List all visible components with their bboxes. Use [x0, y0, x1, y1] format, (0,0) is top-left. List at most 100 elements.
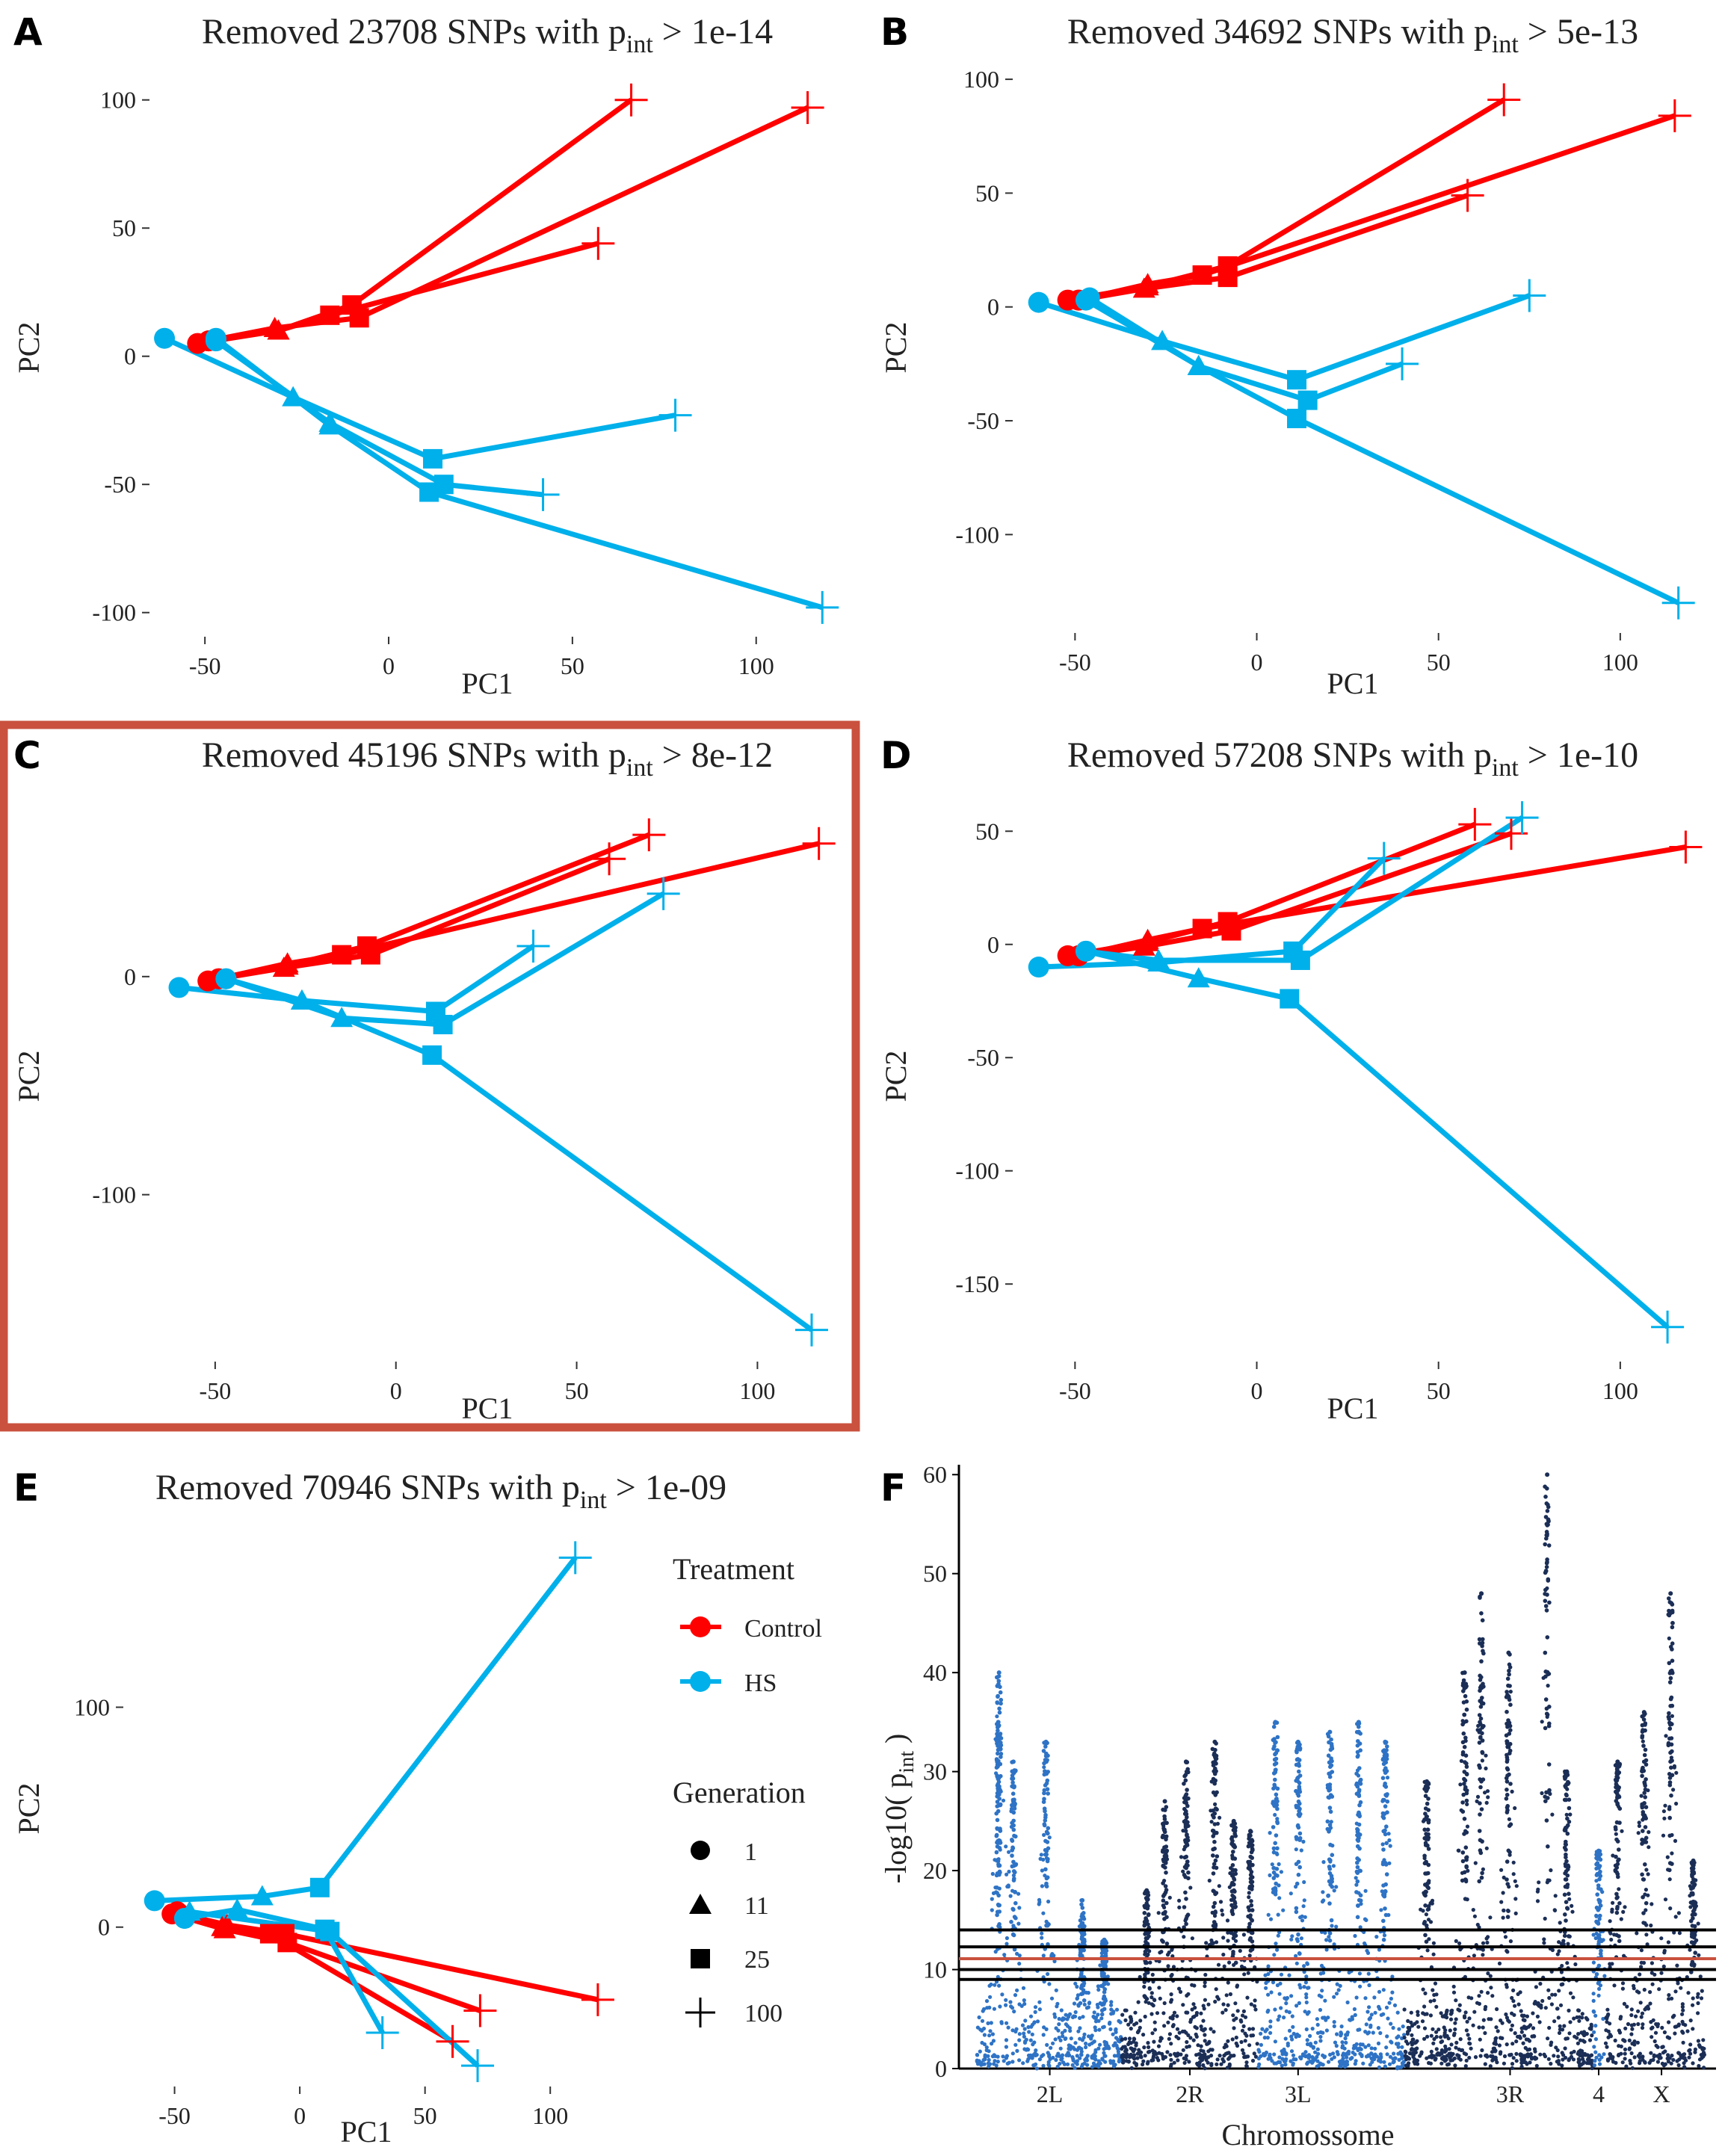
snp-point [1672, 1930, 1676, 1935]
snp-point [1042, 2025, 1046, 2030]
snp-point [1286, 2043, 1290, 2048]
snp-point [1304, 2000, 1309, 2005]
snp-point [1275, 1748, 1280, 1752]
snp-point [1510, 2011, 1514, 2016]
snp-point [1152, 2051, 1156, 2056]
snp-point [1318, 2039, 1323, 2043]
x-tick-label: 100 [1602, 1377, 1638, 1404]
snp-point [995, 1700, 1000, 1705]
snp-point [1592, 2063, 1597, 2068]
snp-point [1294, 1961, 1299, 1965]
snp-point [1226, 2057, 1231, 2061]
snp-point [1146, 1912, 1151, 1918]
snp-point [1289, 1891, 1293, 1896]
snp-point [1507, 1668, 1511, 1673]
snp-point [1550, 1992, 1555, 1997]
snp-point [1104, 2040, 1108, 2045]
snp-point [1547, 2025, 1552, 2030]
snp-point [1380, 1776, 1386, 1780]
snp-point [1485, 2054, 1490, 2059]
snp-point [1676, 2063, 1681, 2068]
snp-point [1667, 1661, 1672, 1666]
snp-point [1675, 1963, 1679, 1968]
snp-point [1564, 1855, 1568, 1860]
snp-point [1358, 1893, 1363, 1897]
snp-point [1167, 1895, 1172, 1900]
snp-point [1203, 1984, 1207, 1989]
snp-point [1497, 2043, 1502, 2048]
x-tick-label: 50 [561, 652, 584, 679]
snp-point [1194, 2053, 1199, 2057]
snp-point [1287, 2010, 1292, 2015]
snp-point [1691, 2003, 1695, 2007]
data-point-gen-1 [1028, 957, 1049, 978]
snp-point [1407, 2028, 1412, 2033]
data-point-gen-1 [205, 327, 226, 349]
snp-point [1164, 1915, 1169, 1920]
snp-point [1426, 1808, 1431, 1812]
data-point-gen-11 [318, 414, 342, 435]
snp-point [1464, 1772, 1469, 1777]
snp-point [1209, 2048, 1213, 2052]
snp-point [1268, 1873, 1272, 1877]
snp-point [1096, 2013, 1100, 2017]
snp-point [1239, 2039, 1244, 2045]
snp-point [1106, 1982, 1111, 1986]
snp-point [1010, 2051, 1015, 2056]
snp-point [1561, 1942, 1566, 1947]
snp-point [1479, 1875, 1484, 1880]
snp-point [1463, 1974, 1467, 1979]
snp-point [1507, 1823, 1512, 1828]
snp-point [1463, 2064, 1468, 2069]
data-point-gen-25 [1287, 370, 1307, 390]
snp-point [1326, 1753, 1331, 1758]
panel-letter: F [880, 1466, 906, 1510]
snp-point [1608, 2034, 1614, 2039]
snp-point [1297, 1831, 1303, 1836]
snp-point [1677, 1931, 1682, 1936]
snp-point [1147, 2045, 1151, 2049]
snp-point [1080, 1992, 1085, 1996]
snp-point [1434, 2034, 1439, 2039]
snp-point [1241, 2051, 1246, 2056]
panel-letter: E [13, 1466, 39, 1510]
snp-point [1046, 1921, 1050, 1926]
snp-point [1134, 2063, 1138, 2068]
snp-point [1601, 2016, 1605, 2021]
snp-point [1041, 2063, 1046, 2068]
snp-point [1426, 1862, 1431, 1868]
snp-point [1667, 2020, 1671, 2024]
snp-point [1416, 2024, 1421, 2029]
legend-dot-control [690, 1616, 711, 1637]
snp-point [1429, 2049, 1434, 2054]
snp-point [1297, 1789, 1303, 1794]
snp-point [1015, 2048, 1019, 2053]
snp-point [1565, 1906, 1570, 1910]
snp-point [1265, 2036, 1270, 2040]
snp-point [1271, 1876, 1277, 1880]
snp-point [1043, 1769, 1047, 1773]
snp-point [1149, 1995, 1154, 2000]
snp-point [1543, 1484, 1547, 1489]
snp-point [1413, 2041, 1417, 2045]
snp-point [1665, 1855, 1670, 1859]
peak-top-point [1564, 1769, 1570, 1774]
snp-point [1643, 1747, 1648, 1752]
snp-point [1635, 1931, 1639, 1936]
snp-point [1291, 2053, 1296, 2057]
snp-point [1185, 2039, 1189, 2045]
snp-point [1477, 1730, 1482, 1735]
snp-point [1185, 1841, 1189, 1847]
snp-point [1212, 1815, 1216, 1820]
snp-point [996, 1723, 1001, 1728]
snp-point [1061, 2016, 1065, 2021]
snp-point [1149, 1991, 1154, 1995]
snp-point [1212, 1846, 1217, 1851]
snp-point [1071, 2057, 1076, 2061]
snp-point [1100, 1962, 1105, 1968]
snp-point [1373, 2010, 1377, 2015]
peak-top-point [1162, 1799, 1167, 1804]
snp-point [1425, 1837, 1431, 1841]
snp-point [1355, 1743, 1360, 1748]
